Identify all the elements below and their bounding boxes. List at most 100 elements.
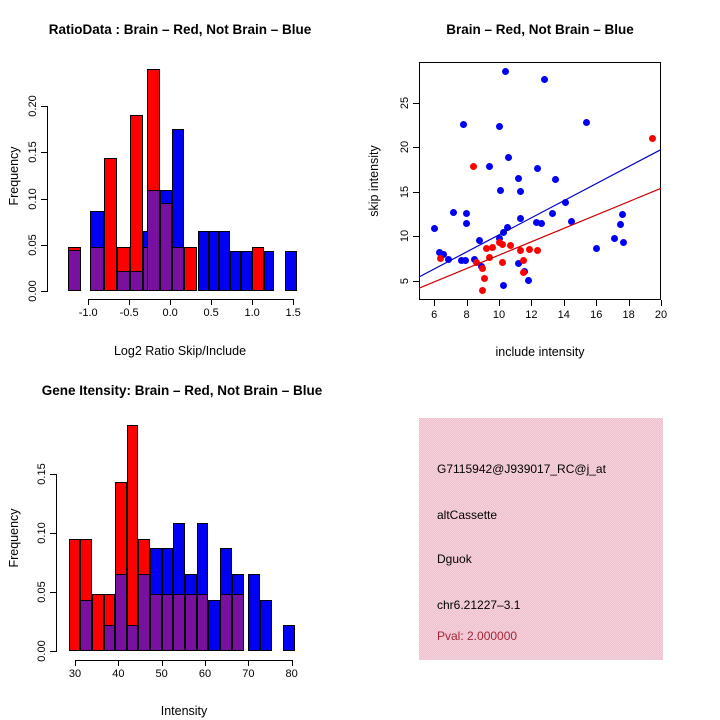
hist-bar-overlap (231, 594, 244, 651)
hist-bar-overlap (80, 600, 92, 651)
scatter-point-blue (610, 234, 618, 242)
scatter-point-blue (514, 175, 522, 182)
x-axis-tick (205, 660, 206, 666)
x-tick-label: 0.5 (203, 307, 219, 319)
hist-bar (219, 230, 231, 291)
scatter-point-blue (540, 76, 548, 84)
scatter-point-red (480, 274, 488, 282)
hist-bar (129, 114, 144, 291)
x-axis-line (75, 660, 293, 661)
x-tick-label: 1.5 (285, 307, 301, 319)
y-tick-label: 15 (399, 185, 411, 198)
y-axis-tick (413, 281, 419, 282)
hist-bar-overlap (147, 190, 160, 291)
hist-bar (230, 251, 242, 291)
hist-bar (208, 600, 221, 651)
scatter-point-blue (497, 186, 505, 194)
scatter-point-red (506, 241, 514, 249)
scatter-point-red (479, 287, 487, 295)
hist-bar-overlap (114, 574, 127, 651)
scatter-point-blue (476, 236, 484, 244)
x-axis-tick (661, 300, 662, 306)
gene-name-text: Dguok (437, 552, 472, 566)
x-tick-label: 30 (68, 668, 82, 680)
scatter-point-blue (463, 209, 471, 217)
x-axis-tick (118, 660, 120, 666)
x-tick-label: 8 (463, 309, 470, 321)
scatter-point-red (489, 243, 497, 251)
y-axis-tick (41, 106, 47, 108)
hist-bar (252, 246, 264, 291)
hist-ratio-ylabel: Frequency (7, 146, 21, 206)
scatter-point-blue (516, 215, 524, 223)
hist-bar (260, 600, 272, 651)
info-panel: G7115942@J939017_RC@j_at altCassette Dgu… (419, 418, 663, 660)
scatter-point-red (519, 268, 527, 276)
scatter-point-blue (516, 188, 524, 196)
scatter-title: Brain – Red, Not Brain – Blue (446, 22, 634, 37)
scatter-ylabel: skip intensity (367, 145, 381, 217)
x-axis-tick (211, 299, 213, 305)
scatter-point-blue (505, 153, 513, 161)
hist-bar (126, 425, 139, 651)
x-tick-label: 50 (155, 668, 168, 680)
x-tick-label: -1.0 (78, 307, 98, 319)
hist-bar-overlap (103, 624, 115, 651)
hist-ratio-title: RatioData : Brain – Red, Not Brain – Blu… (48, 22, 312, 37)
y-axis-tick (41, 291, 47, 292)
hist-bar-overlap (173, 594, 186, 651)
scatter-point-blue (618, 210, 626, 218)
scatter-point-blue (537, 219, 545, 227)
x-tick-label: -0.5 (119, 307, 139, 319)
scatter-point-blue (548, 209, 556, 217)
x-tick-label: 40 (112, 668, 125, 680)
scatter-xlabel: include intensity (495, 345, 585, 359)
hist-bar (91, 594, 104, 651)
y-tick-label: 0.05 (27, 234, 39, 256)
hist-bar-overlap (116, 270, 130, 291)
hist-ratio-xlabel: Log2 Ratio Skip/Include (113, 344, 247, 358)
y-axis-tick (41, 152, 47, 154)
scatter-point-red (482, 245, 490, 253)
scatter-point-blue (430, 224, 438, 232)
x-axis-tick (434, 300, 436, 306)
scatter-point-blue (495, 123, 503, 131)
y-tick-label: 0.00 (36, 640, 48, 662)
hist-bar-overlap (196, 594, 209, 651)
x-axis-tick (75, 660, 77, 666)
scatter-point-blue (582, 118, 590, 126)
scatter-point-red (516, 247, 524, 255)
scatter-point-blue (459, 120, 467, 128)
hist-bar (198, 230, 209, 291)
y-tick-label: 0.10 (27, 187, 39, 210)
x-tick-label: 16 (590, 309, 603, 321)
hist-bar (248, 574, 261, 651)
hist-bar (68, 538, 81, 651)
x-axis-tick (628, 300, 630, 306)
x-tick-label: 60 (198, 668, 212, 680)
y-axis-tick (41, 244, 47, 246)
y-tick-label: 0.10 (36, 522, 48, 544)
x-axis-tick (170, 299, 172, 305)
y-axis-tick (413, 191, 419, 193)
scatter-point-blue (501, 68, 509, 76)
hist-gene-ylabel: Frequency (7, 508, 21, 568)
scatter-point-red (498, 240, 506, 248)
x-axis-tick (563, 300, 565, 306)
hist-gene-xlabel: Intensity (160, 704, 208, 718)
y-tick-label: 0.00 (27, 280, 39, 302)
hist-bar-overlap (89, 246, 104, 291)
hist-bar-overlap (220, 594, 232, 651)
x-tick-label: 10 (492, 309, 506, 321)
y-axis-tick (50, 591, 56, 593)
y-axis-tick (413, 102, 419, 104)
x-tick-label: 20 (654, 309, 668, 321)
hist-bar-overlap (67, 250, 81, 291)
locus-text: chr6.21227–3.1 (437, 598, 521, 612)
hist-bar (283, 624, 296, 651)
x-tick-label: 12 (525, 309, 538, 321)
x-tick-label: 18 (622, 309, 635, 321)
scatter-point-blue (524, 276, 532, 284)
y-tick-label: 10 (399, 230, 411, 243)
x-tick-label: 1.0 (244, 307, 260, 319)
